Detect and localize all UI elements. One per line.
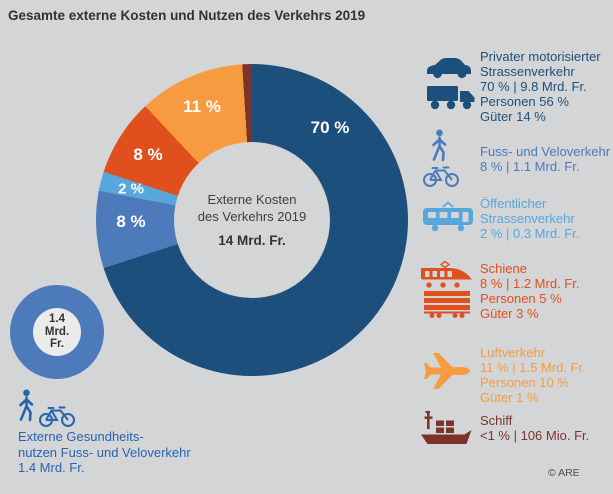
segment-label-aviation: 11 %	[183, 97, 221, 116]
health-benefit-circle: 1.4 Mrd. Fr.	[10, 285, 104, 379]
car-icon	[427, 58, 471, 79]
legend-item-public-road: Öffentlicher Strassenverkehr 2 % | 0.3 M…	[480, 196, 612, 241]
bicycle-icon	[39, 406, 75, 427]
legend-line: Güter 3 %	[480, 306, 539, 321]
donut-center: Externe Kosten des Verkehrs 2019 14 Mrd.…	[174, 142, 330, 298]
segment-label-private-road: 70 %	[310, 118, 350, 137]
legend-line: Öffentlicher	[480, 196, 547, 211]
legend-line: 2 % | 0.3 Mrd. Fr.	[480, 226, 580, 241]
segment-label-foot-bike: 8 %	[116, 212, 146, 231]
health-benefit-caption: Externe Gesundheits- nutzen Fuss- und Ve…	[18, 429, 191, 476]
airplane-icon	[424, 353, 470, 389]
legend-item-rail: Schiene 8 % | 1.2 Mrd. Fr. Personen 5 % …	[480, 261, 612, 321]
legend-line: Fuss- und Veloverkehr	[480, 144, 611, 159]
legend-line: 70 % | 9.8 Mrd. Fr.	[480, 79, 587, 94]
copyright-attribution: © ARE	[548, 467, 580, 479]
legend-line: 8 % | 1.1 Mrd. Fr.	[480, 159, 580, 174]
legend-line: Schiene	[480, 261, 527, 276]
benefit-value-line2: Mrd.	[44, 325, 70, 338]
donut-center-line1: Externe Kosten	[207, 192, 297, 207]
legend-item-ship: Schiff <1 % | 106 Mio. Fr.	[480, 413, 612, 443]
train-icon	[421, 260, 472, 288]
benefit-value-line3: Fr.	[49, 338, 65, 351]
legend-item-foot-bike: Fuss- und Veloverkehr 8 % | 1.1 Mrd. Fr.	[480, 144, 612, 174]
legend-line: Güter 1 %	[480, 390, 539, 405]
benefit-caption-line1: Externe Gesundheits-	[18, 429, 144, 444]
legend-line: Privater motorisierter	[480, 49, 601, 64]
legend-item-private-road: Privater motorisierter Strassenverkehr 7…	[480, 49, 612, 124]
legend-line: Personen 5 %	[480, 291, 562, 306]
legend-line: Personen 56 %	[480, 94, 569, 109]
benefit-caption-line2: nutzen Fuss- und Veloverkehr	[18, 444, 191, 460]
bicycle-icon	[423, 166, 459, 187]
tram-icon	[423, 201, 473, 232]
donut-center-line2: des Verkehrs 2019	[197, 209, 307, 224]
page-title: Gesamte externe Kosten und Nutzen des Ve…	[8, 8, 366, 23]
legend-line: Strassenverkehr	[480, 64, 575, 79]
legend-item-aviation: Luftverkehr 11 % | 1.5 Mrd. Fr. Personen…	[480, 345, 612, 405]
segment-label-rail: 8 %	[133, 145, 163, 164]
external-costs-donut-chart: Externe Kosten des Verkehrs 2019 14 Mrd.…	[96, 64, 408, 376]
legend-line: 8 % | 1.2 Mrd. Fr.	[480, 276, 580, 291]
legend-line: Schiff	[480, 413, 513, 428]
legend-line: Strassenverkehr	[480, 211, 575, 226]
benefit-caption-line3: 1.4 Mrd. Fr.	[18, 460, 85, 475]
pedestrian-icon	[19, 389, 34, 422]
legend-line: <1 % | 106 Mio. Fr.	[480, 428, 590, 443]
health-benefit-circle-center: 1.4 Mrd. Fr.	[33, 308, 81, 356]
ship-icon	[421, 411, 472, 444]
pedestrian-icon	[432, 129, 447, 162]
donut-center-total: 14 Mrd. Fr.	[218, 233, 286, 248]
legend-line: Güter 14 %	[480, 109, 546, 124]
truck-icon	[427, 86, 475, 110]
legend-line: Personen 10 %	[480, 375, 569, 390]
segment-label-public-road: 2 %	[118, 180, 144, 198]
legend-line: Luftverkehr	[480, 345, 546, 360]
legend-line: 11 % | 1.5 Mrd. Fr.	[480, 360, 586, 375]
freight-wagon-icon	[424, 291, 470, 318]
benefit-value-line1: 1.4	[49, 313, 65, 326]
